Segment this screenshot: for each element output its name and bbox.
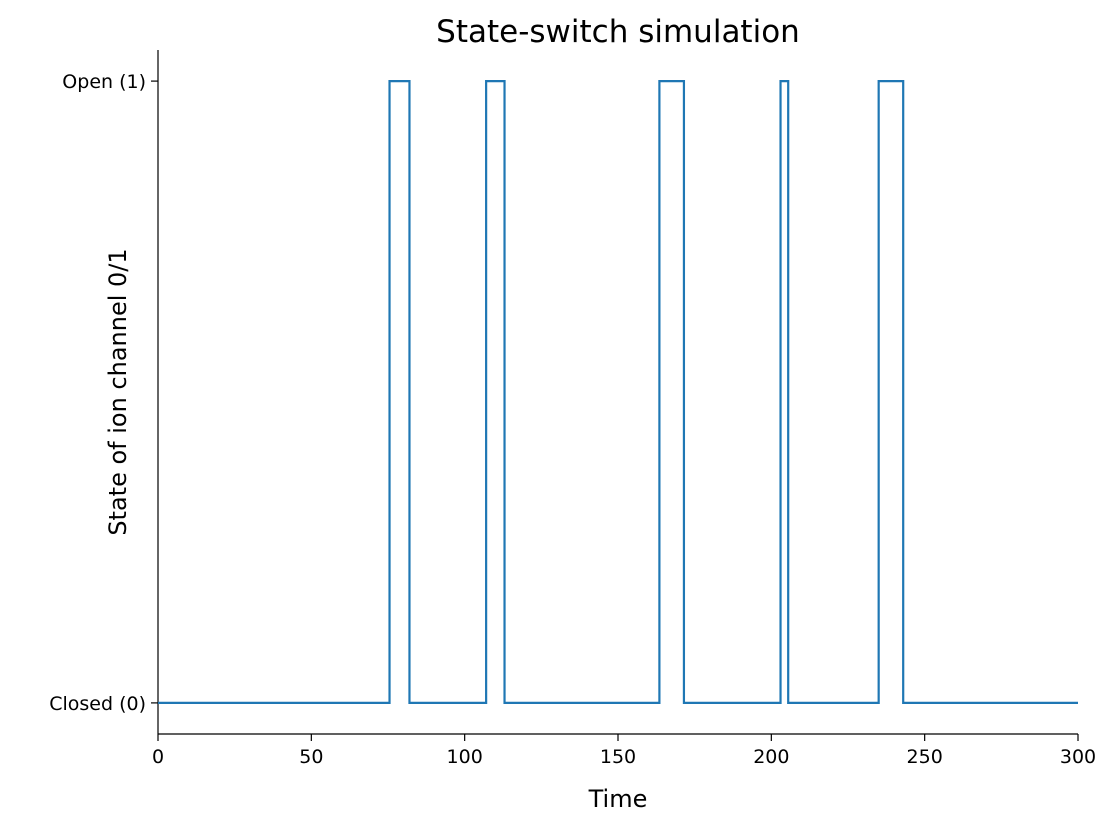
x-tick-label: 150	[600, 746, 636, 768]
y-axis-ticks: Closed (0) Open (1)	[49, 71, 158, 715]
plot-area: 0 50 100 150 200 250 300 Closed (0) Open (1)	[49, 50, 1096, 768]
x-tick-label: 50	[299, 746, 323, 768]
chart-title: State-switch simulation	[436, 14, 800, 50]
y-tick-label: Closed (0)	[49, 693, 146, 715]
y-axis-label: State of ion channel 0/1	[104, 248, 132, 535]
y-tick-label: Open (1)	[62, 71, 146, 93]
x-tick-label: 0	[152, 746, 164, 768]
x-axis-label: Time	[588, 785, 648, 813]
ion-channel-state-line	[158, 79, 1078, 705]
x-tick-label: 100	[447, 746, 483, 768]
x-axis-ticks: 0 50 100 150 200 250 300	[152, 734, 1096, 768]
x-tick-label: 200	[753, 746, 789, 768]
x-tick-label: 300	[1060, 746, 1096, 768]
x-tick-label: 250	[907, 746, 943, 768]
